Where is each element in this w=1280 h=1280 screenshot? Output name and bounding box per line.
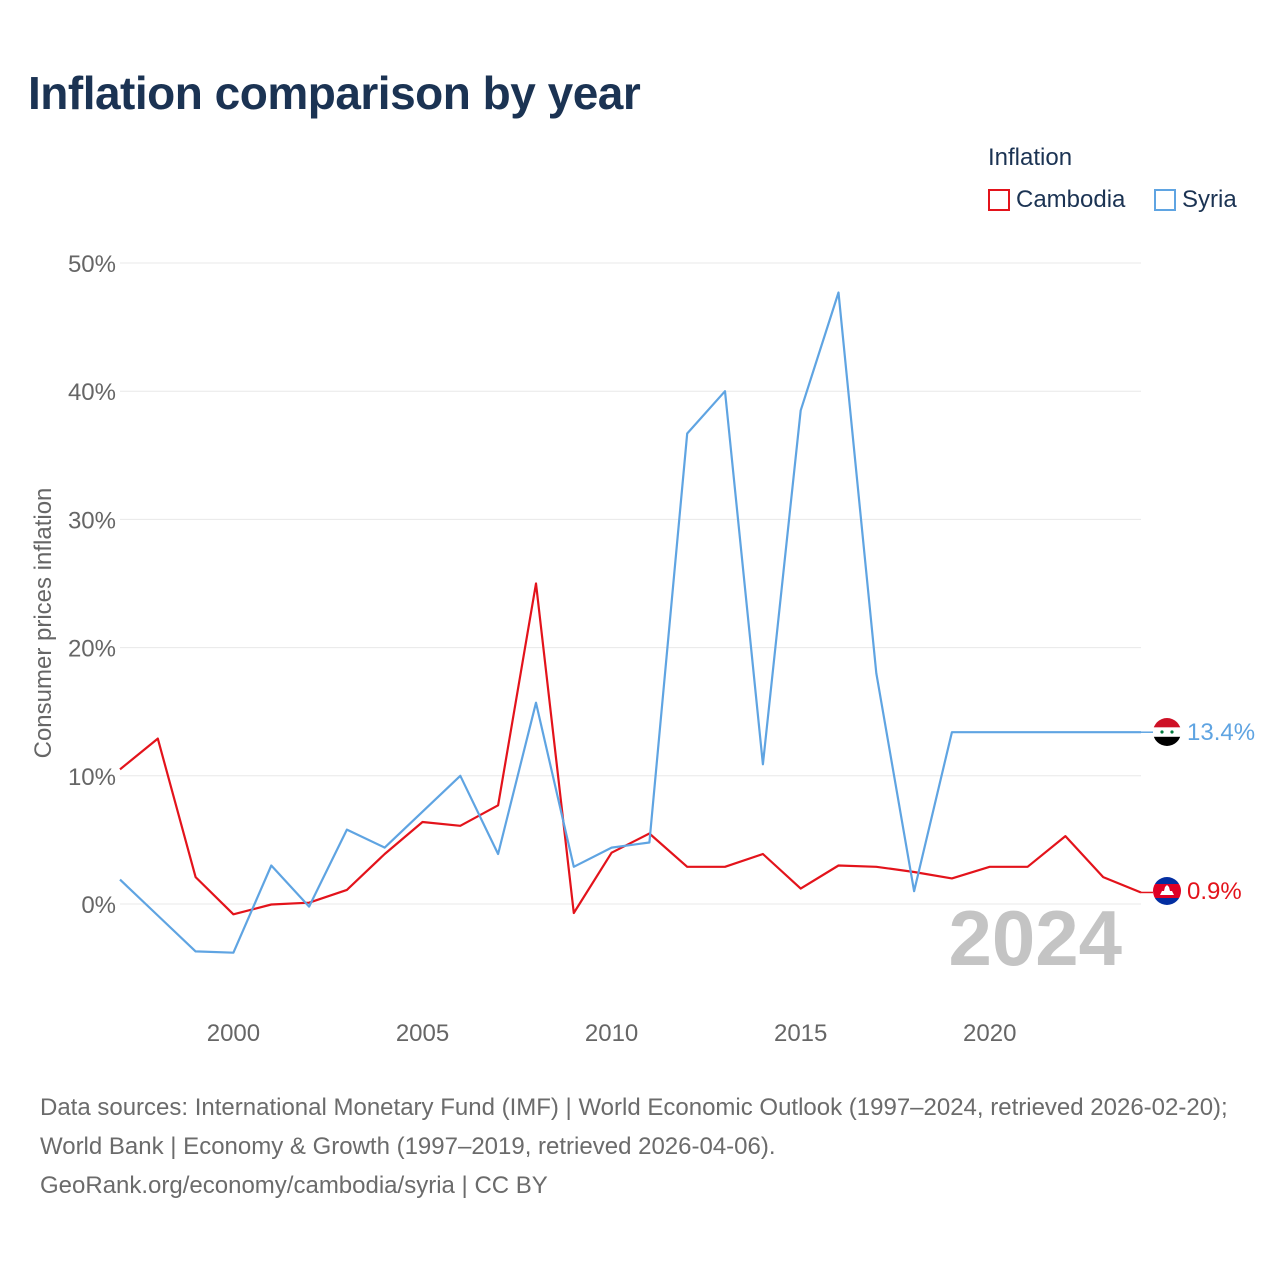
legend-label-syria: Syria: [1182, 186, 1237, 213]
legend-item-cambodia[interactable]: Cambodia: [988, 186, 1125, 214]
series-line-syria[interactable]: [119, 291, 1141, 954]
legend-label-cambodia: Cambodia: [1016, 186, 1126, 213]
y-tick-label: 30%: [68, 507, 116, 534]
data-sources-footer: Data sources: International Monetary Fun…: [40, 1088, 1250, 1205]
legend-swatch-cambodia: [988, 189, 1010, 211]
footer-attribution[interactable]: GeoRank.org/economy/cambodia/syria | CC …: [40, 1172, 548, 1199]
y-axis-label: Consumer prices inflation: [30, 488, 57, 759]
x-tick-label: 2000: [207, 1020, 260, 1047]
syria-flag-icon: [1153, 718, 1181, 746]
inflation-line-chart: 0% 10% 20% 30% 40% 50% 2000 2005 2010 2015 2020 C…: [30, 251, 1255, 1047]
syria-end-value-label: 13.4%: [1187, 719, 1255, 746]
y-tick-label: 10%: [68, 764, 116, 791]
x-tick-label: 2010: [585, 1020, 638, 1047]
x-tick-label: 2015: [774, 1020, 827, 1047]
series-line-cambodia[interactable]: [119, 582, 1142, 916]
y-tick-label: 50%: [68, 251, 116, 278]
y-tick-label: 40%: [68, 379, 116, 406]
footer-sources: Data sources: International Monetary Fun…: [40, 1094, 1228, 1160]
legend-swatch-syria: [1154, 189, 1176, 211]
cambodia-flag-icon: [1153, 877, 1181, 905]
cambodia-end-value-label: 0.9%: [1187, 878, 1242, 905]
legend-item-syria[interactable]: Syria: [1154, 186, 1237, 214]
x-tick-label: 2020: [963, 1020, 1016, 1047]
y-tick-label: 0%: [81, 892, 116, 919]
x-tick-label: 2005: [396, 1020, 449, 1047]
legend-title: Inflation: [988, 144, 1073, 171]
chart-title: Inflation comparison by year: [28, 67, 641, 119]
y-tick-label: 20%: [68, 636, 116, 663]
year-watermark: 2024: [948, 894, 1122, 982]
